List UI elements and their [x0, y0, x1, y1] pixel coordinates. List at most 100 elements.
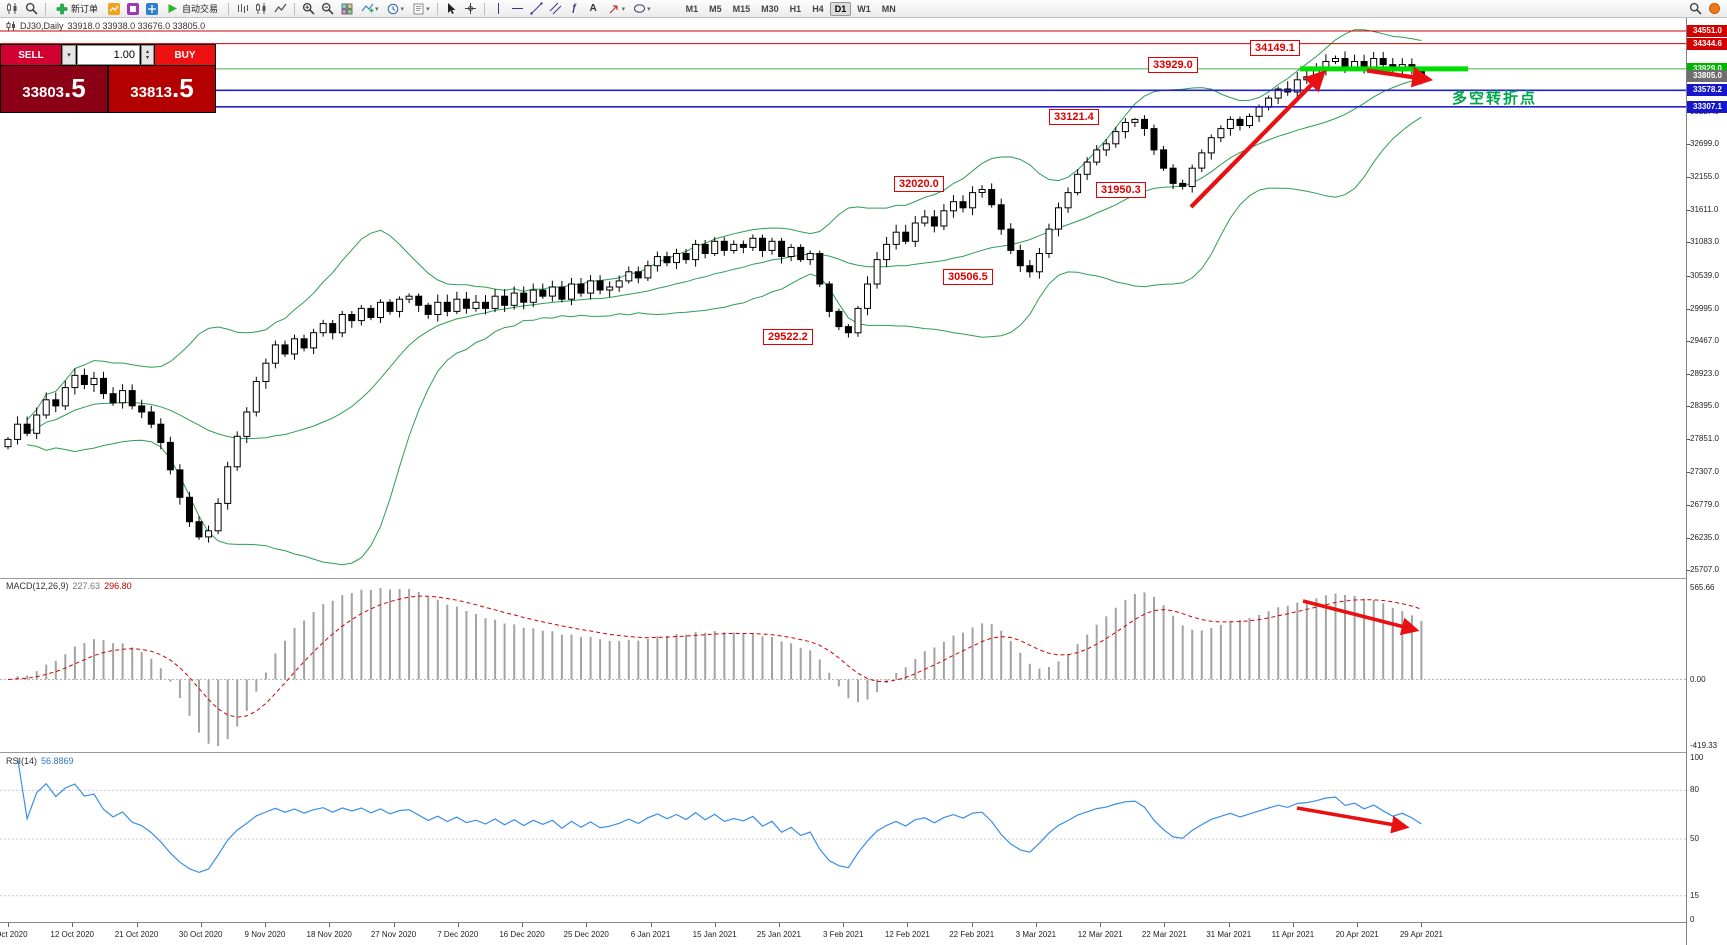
price-annotation[interactable]: 33929.0	[1148, 57, 1198, 73]
date-label: 15 Jan 2021	[692, 930, 737, 939]
price-annotation[interactable]: 33121.4	[1049, 109, 1099, 125]
macd-down-arrow[interactable]	[1302, 599, 1420, 636]
date-tick	[200, 923, 202, 927]
date-tick	[843, 923, 845, 927]
date-tick	[971, 923, 973, 927]
date-axis[interactable]: 1 Oct 2020 12 Oct 2020 21 Oct 2020 30 Oct 2…	[0, 922, 1686, 945]
timeframe-h1[interactable]: H1	[789, 3, 802, 14]
timeframe-m1[interactable]: M1	[685, 3, 699, 14]
bar-chart-icon[interactable]	[234, 1, 251, 17]
bollinger-middle	[26, 78, 1422, 440]
price-annotation[interactable]: 31950.3	[1096, 182, 1146, 198]
indicators-button[interactable]: ▾	[357, 1, 381, 17]
main-up-trend-arrow[interactable]	[1189, 70, 1326, 209]
timeframe-h4[interactable]: H4	[812, 3, 824, 14]
price-annotation[interactable]: 32020.0	[894, 176, 944, 192]
autotrading-button[interactable]: 自动交易	[162, 1, 223, 17]
date-label: 12 Mar 2021	[1077, 930, 1123, 939]
price-tick-label: 29995.0	[1690, 303, 1719, 313]
level-lines[interactable]	[0, 30, 1686, 108]
cursor-icon[interactable]	[443, 1, 460, 17]
new-order-label: 新订单	[71, 4, 99, 14]
buy-button[interactable]: BUY	[155, 45, 215, 65]
macd-panel-graphics	[0, 588, 1686, 746]
price-tick-label: 32699.0	[1690, 138, 1719, 148]
new-order-button[interactable]: 新订单	[51, 1, 103, 17]
spin-down-icon[interactable]: ▾	[145, 55, 149, 61]
template-icon	[410, 1, 427, 17]
date-label: 6 Jan 2021	[630, 930, 671, 939]
panel-separator[interactable]	[0, 752, 1727, 753]
date-tick	[457, 923, 459, 927]
vertical-line-tool-icon[interactable]	[490, 1, 507, 17]
timeframe-w1[interactable]: W1	[857, 3, 871, 14]
macd-name: MACD(12,26,9)	[6, 581, 69, 591]
terminal-icon[interactable]	[143, 1, 160, 17]
horizontal-line-tool-icon[interactable]	[509, 1, 526, 17]
new-chart-icon[interactable]	[4, 1, 21, 17]
macd-signal-value: 296.80	[104, 581, 132, 591]
zoom-out-icon[interactable]	[319, 1, 336, 17]
axis-tick	[1687, 276, 1690, 277]
timeframe-m15[interactable]: M15	[732, 3, 751, 14]
text-tool-icon[interactable]: A	[589, 3, 597, 14]
candlestick-chart-icon[interactable]	[253, 1, 270, 17]
chart-profiles-icon[interactable]	[23, 1, 40, 17]
community-badge-icon[interactable]	[1706, 1, 1723, 17]
zoom-in-icon[interactable]	[300, 1, 317, 17]
date-label: 21 Oct 2020	[114, 930, 159, 939]
date-tick	[714, 923, 716, 927]
price-tick-label: 26779.0	[1690, 499, 1719, 509]
history-center-icon[interactable]	[105, 1, 122, 17]
tile-windows-icon[interactable]	[338, 1, 355, 17]
axis-tick	[1687, 570, 1690, 571]
templates-button[interactable]: ▾	[408, 1, 432, 17]
turning-point-label[interactable]: 多空转折点	[1452, 90, 1538, 107]
periods-button[interactable]: ▾	[383, 1, 407, 17]
shapes-tool-button[interactable]: ▾	[629, 1, 653, 17]
date-tick	[8, 923, 9, 927]
date-tick	[1421, 923, 1423, 927]
sell-button[interactable]: SELL	[1, 45, 61, 65]
timeframe-d1[interactable]: D1	[829, 1, 852, 16]
panel-separator[interactable]	[0, 578, 1727, 579]
sell-price[interactable]: 33803.5	[1, 66, 107, 112]
timeframe-mn[interactable]: MN	[881, 3, 896, 14]
volume-input[interactable]	[77, 45, 140, 65]
trendline-tool-icon[interactable]	[528, 1, 545, 17]
trend-arrows[interactable]	[1189, 66, 1434, 834]
price-tag: 34344.6	[1687, 37, 1727, 50]
sell-price-main: 33803	[22, 84, 65, 101]
price-annotation[interactable]: 29522.2	[763, 329, 813, 345]
rsi-down-arrow[interactable]	[1296, 806, 1410, 834]
price-annotation[interactable]: 34149.1	[1250, 40, 1300, 56]
candlestick-series[interactable]	[4, 51, 1425, 543]
autotrading-label: 自动交易	[182, 4, 219, 14]
volume-dropdown-button[interactable]: ▾	[62, 45, 76, 65]
fibonacci-tool-icon[interactable]: ƒ	[571, 3, 577, 14]
line-chart-icon[interactable]	[272, 1, 289, 17]
toolbar-separator	[45, 2, 46, 15]
channel-tool-icon[interactable]	[547, 1, 564, 17]
main-right-arrow[interactable]	[1366, 66, 1434, 88]
buy-price-frac: .5	[172, 73, 194, 103]
crosshair-icon[interactable]	[462, 1, 479, 17]
macd-axis-label: -419.33	[1690, 741, 1718, 750]
chart-header: DJ30,Daily 33918.0 33938.0 33676.0 33805…	[6, 21, 205, 31]
timeframe-m5[interactable]: M5	[709, 3, 722, 14]
arrows-tool-button[interactable]: ▾	[604, 1, 628, 17]
buy-price[interactable]: 33813.5	[109, 66, 215, 112]
timeframe-bar: M1 M5 M15 M30 H1 H4 D1 W1 MN	[681, 1, 901, 16]
ohlc-label: 33918.0 33938.0 33676.0 33805.0	[67, 21, 206, 31]
date-label: 30 Oct 2020	[178, 930, 223, 939]
shapes-tool-icon	[631, 1, 648, 17]
axis-tick	[1687, 309, 1690, 310]
price-axis[interactable]: 33227.032699.032155.031611.031083.030539…	[1686, 0, 1727, 945]
search-icon[interactable]	[1687, 1, 1704, 17]
timeframe-m30[interactable]: M30	[761, 3, 779, 14]
metaeditor-icon[interactable]	[124, 1, 141, 17]
price-annotation[interactable]: 30506.5	[943, 269, 993, 285]
volume-stepper[interactable]: ▴ ▾	[141, 45, 154, 65]
spin-up-icon[interactable]: ▴	[145, 49, 149, 55]
